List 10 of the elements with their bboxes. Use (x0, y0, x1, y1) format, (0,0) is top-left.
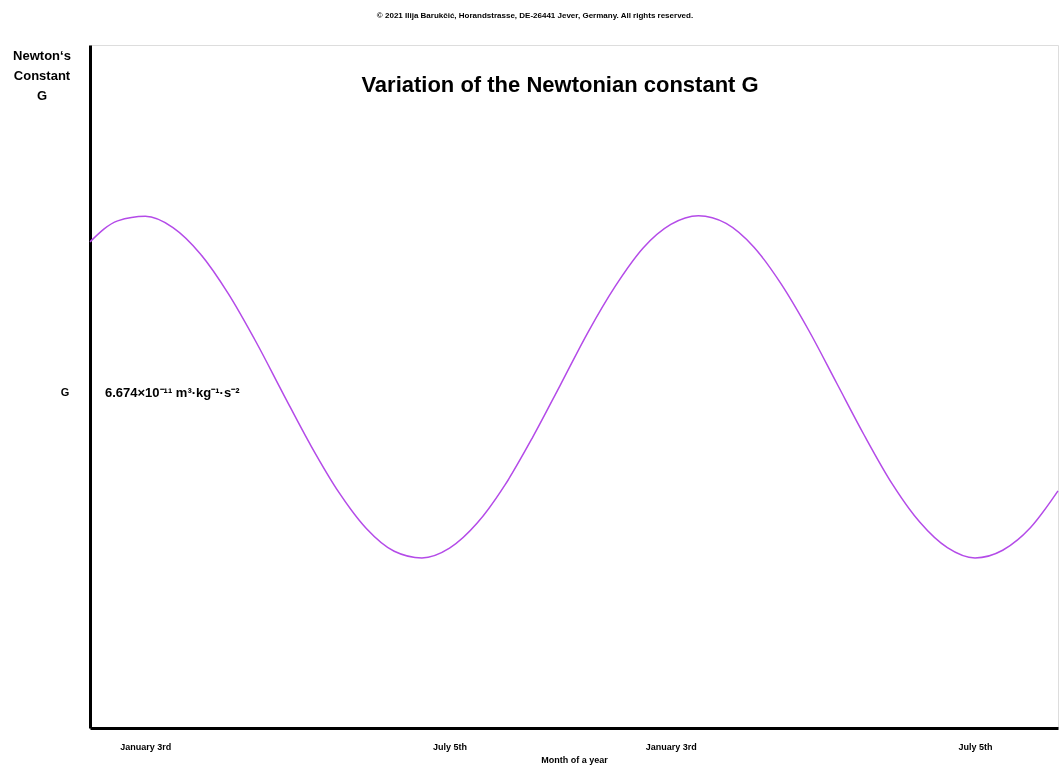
x-axis-title: Month of a year (541, 754, 609, 765)
text: © 2021 Ilija Barukčić, Horandstrasse, DE-26441 Jever, Germany. All rights reserved. (376, 11, 694, 20)
x-tick-label: January 3rd (120, 741, 172, 752)
text: Newton‘s Constant G (13, 48, 71, 103)
x-tick-label: January 3rd (645, 741, 697, 752)
text: G (60, 386, 70, 398)
annotation: 6.674×10⁻¹¹ m³·kg⁻¹·s⁻² (105, 385, 241, 400)
x-tick-label: July 5th (433, 741, 468, 752)
x-tick-label: July 5th (958, 741, 993, 752)
chart-title: Variation of the Newtonian constant G (361, 72, 759, 97)
